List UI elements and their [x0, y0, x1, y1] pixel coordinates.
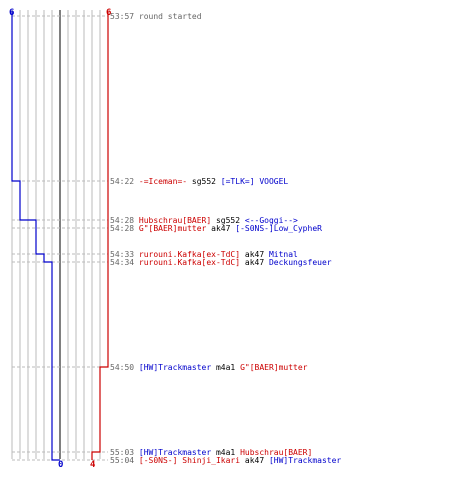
blue-start-count: 6 — [9, 8, 14, 18]
event-row: 54:22 -=Iceman=- sg552 [=TLK=] VOOGEL — [110, 177, 288, 186]
event-player: [=TLK=] VOOGEL — [221, 177, 289, 186]
event-player: round started — [139, 12, 202, 21]
event-time: 55:04 — [110, 456, 139, 465]
event-weapon: m4a1 — [211, 448, 240, 457]
red-end-count: 4 — [90, 460, 96, 470]
event-player: Hubschrau[BAER] — [240, 448, 312, 457]
event-row: 54:28 G"[BAER]mutter ak47 [-S0NS-]Low_Cy… — [110, 224, 322, 233]
event-weapon: sg552 — [187, 177, 221, 186]
event-time: 54:28 — [110, 224, 139, 233]
event-player: Hubschrau[BAER] — [139, 216, 211, 225]
event-player: [HW]Trackmaster — [139, 448, 211, 457]
event-player: -=Iceman=- — [139, 177, 187, 186]
event-time: 54:28 — [110, 216, 139, 225]
event-player: rurouni.Kafka[ex-TdC] — [139, 250, 240, 259]
event-row: 54:28 Hubschrau[BAER] sg552 <--Goggi--> — [110, 216, 298, 225]
event-time: 53:57 — [110, 12, 139, 21]
event-player: <--Goggi--> — [245, 216, 298, 225]
blue-end-count: 0 — [58, 460, 63, 470]
event-weapon: sg552 — [211, 216, 245, 225]
event-weapon: ak47 — [206, 224, 235, 233]
event-time: 54:33 — [110, 250, 139, 259]
event-player: Mitnal — [269, 250, 298, 259]
event-row: 55:04 [-S0NS-] Shinji_Ikari ak47 [HW]Tra… — [110, 456, 341, 465]
event-time: 54:34 — [110, 258, 139, 267]
event-player: [HW]Trackmaster — [269, 456, 341, 465]
event-weapon: m4a1 — [211, 363, 240, 372]
event-weapon: ak47 — [240, 250, 269, 259]
event-weapon: ak47 — [240, 456, 269, 465]
event-player: Deckungsfeuer — [269, 258, 332, 267]
event-row: 53:57 round started — [110, 12, 202, 21]
event-weapon: ak47 — [240, 258, 269, 267]
blue-team-line — [11, 12, 60, 461]
event-row: 55:03 [HW]Trackmaster m4a1 Hubschrau[BAE… — [110, 448, 312, 457]
event-time: 55:03 — [110, 448, 139, 457]
event-time: 54:22 — [110, 177, 139, 186]
event-player: rurouni.Kafka[ex-TdC] — [139, 258, 240, 267]
red-start-count: 6 — [106, 8, 111, 18]
event-row: 54:34 rurouni.Kafka[ex-TdC] ak47 Deckung… — [110, 258, 332, 267]
event-row: 54:50 [HW]Trackmaster m4a1 G"[BAER]mutte… — [110, 363, 308, 372]
red-team-line — [91, 12, 109, 460]
event-player: [-S0NS-]Low_CypheR — [235, 224, 322, 233]
event-row: 54:33 rurouni.Kafka[ex-TdC] ak47 Mitnal — [110, 250, 298, 259]
event-player: [HW]Trackmaster — [139, 363, 211, 372]
event-player: G"[BAER]mutter — [240, 363, 308, 372]
event-time: 54:50 — [110, 363, 139, 372]
event-player: G"[BAER]mutter — [139, 224, 207, 233]
event-player: [-S0NS-] Shinji_Ikari — [139, 456, 240, 465]
